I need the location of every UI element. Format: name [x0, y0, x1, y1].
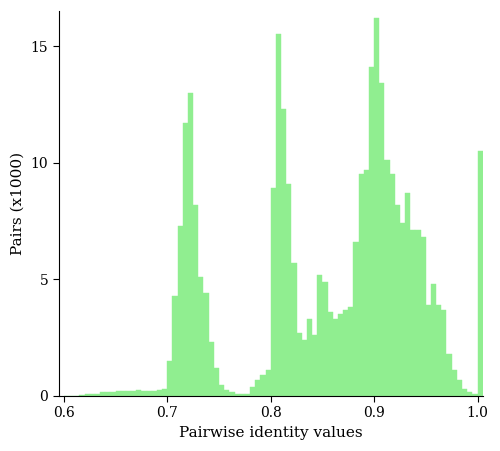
Bar [332, 319, 338, 396]
Bar [146, 391, 152, 396]
Bar [462, 389, 467, 396]
Bar [270, 189, 276, 396]
Bar [442, 310, 446, 396]
Bar [358, 175, 364, 396]
Bar [405, 193, 410, 396]
Bar [245, 394, 250, 396]
Bar [478, 151, 482, 396]
Bar [95, 394, 100, 396]
Bar [307, 319, 312, 396]
Bar [328, 312, 332, 396]
Bar [369, 67, 374, 396]
Bar [348, 307, 354, 396]
Bar [266, 370, 270, 396]
Bar [452, 370, 457, 396]
Bar [142, 391, 146, 396]
Bar [296, 333, 302, 396]
Bar [157, 390, 162, 396]
Bar [105, 392, 110, 396]
Bar [121, 391, 126, 396]
Bar [276, 34, 281, 396]
Bar [467, 392, 472, 396]
Bar [446, 354, 452, 396]
Bar [230, 392, 234, 396]
Y-axis label: Pairs (x1000): Pairs (x1000) [11, 152, 25, 255]
Bar [219, 386, 224, 396]
Bar [126, 391, 131, 396]
Bar [224, 390, 230, 396]
Bar [152, 391, 157, 396]
Bar [286, 184, 292, 396]
Bar [457, 380, 462, 396]
Bar [250, 387, 255, 396]
Bar [168, 361, 172, 396]
Bar [400, 223, 405, 396]
Bar [255, 380, 260, 396]
Bar [416, 230, 420, 396]
X-axis label: Pairwise identity values: Pairwise identity values [179, 426, 362, 440]
Bar [183, 123, 188, 396]
Bar [260, 375, 266, 396]
Bar [317, 275, 322, 396]
Bar [395, 205, 400, 396]
Bar [374, 18, 380, 396]
Bar [338, 314, 343, 396]
Bar [431, 284, 436, 396]
Bar [343, 310, 348, 396]
Bar [84, 394, 89, 396]
Bar [292, 263, 296, 396]
Bar [312, 335, 317, 396]
Bar [214, 368, 219, 396]
Bar [472, 394, 478, 396]
Bar [136, 390, 141, 396]
Bar [193, 205, 198, 396]
Bar [208, 342, 214, 396]
Bar [204, 293, 208, 396]
Bar [110, 392, 116, 396]
Bar [420, 237, 426, 396]
Bar [178, 226, 183, 396]
Bar [131, 391, 136, 396]
Bar [426, 305, 431, 396]
Bar [302, 340, 307, 396]
Bar [436, 305, 442, 396]
Bar [281, 109, 286, 396]
Bar [198, 277, 203, 396]
Bar [380, 83, 384, 396]
Bar [390, 175, 395, 396]
Bar [116, 391, 121, 396]
Bar [188, 93, 193, 396]
Bar [410, 230, 416, 396]
Bar [80, 395, 84, 396]
Bar [364, 170, 369, 396]
Bar [322, 281, 328, 396]
Bar [234, 394, 240, 396]
Bar [162, 389, 168, 396]
Bar [90, 394, 95, 396]
Bar [100, 392, 105, 396]
Bar [384, 161, 390, 396]
Bar [354, 242, 358, 396]
Bar [172, 296, 178, 396]
Bar [240, 394, 245, 396]
